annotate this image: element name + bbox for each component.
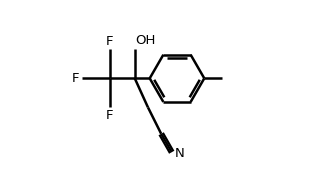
Text: F: F bbox=[105, 34, 113, 48]
Text: OH: OH bbox=[136, 34, 156, 47]
Text: N: N bbox=[174, 147, 184, 160]
Text: F: F bbox=[105, 109, 113, 122]
Text: F: F bbox=[72, 72, 79, 85]
